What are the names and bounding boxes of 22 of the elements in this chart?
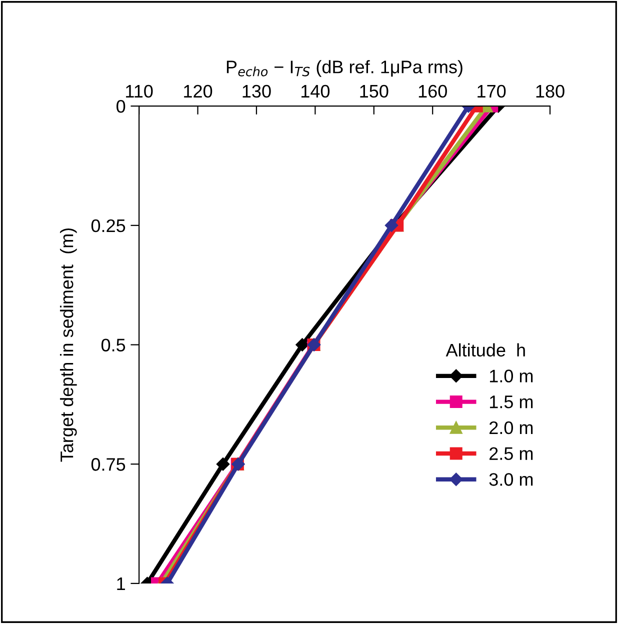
y-axis-title: Target depth in sediment (m) [60, 228, 77, 462]
x-tick-label: 180 [536, 84, 564, 98]
y-tick-label: 0.75 [91, 458, 126, 471]
legend-label: 2.0 m [490, 421, 533, 434]
y-tick-label: 0 [116, 100, 126, 113]
legend-label: 3.0 m [489, 473, 533, 486]
y-tick-label: 1 [117, 578, 125, 590]
x-tick-label: 120 [184, 84, 212, 98]
x-tick-label: 140 [301, 84, 330, 98]
y-tick-label: 0.25 [91, 219, 126, 232]
y-tick-label: 0.5 [101, 338, 126, 352]
legend-label: 1.0 m [490, 370, 533, 382]
x-tick-label: 160 [418, 84, 447, 98]
x-tick-label: 150 [360, 84, 388, 98]
x-tick-label: 130 [242, 84, 271, 98]
legend-title: Altitude h [446, 343, 525, 357]
x-axis-title: P$_{echo}$ − I$_{TS}$ (dB ref. 1μPa rms) [226, 60, 462, 77]
x-tick-label: 110 [126, 84, 153, 98]
legend-label: 2.5 m [490, 447, 533, 460]
x-tick-label: 170 [478, 84, 506, 98]
point [296, 338, 309, 352]
legend-label: 1.5 m [490, 396, 533, 408]
